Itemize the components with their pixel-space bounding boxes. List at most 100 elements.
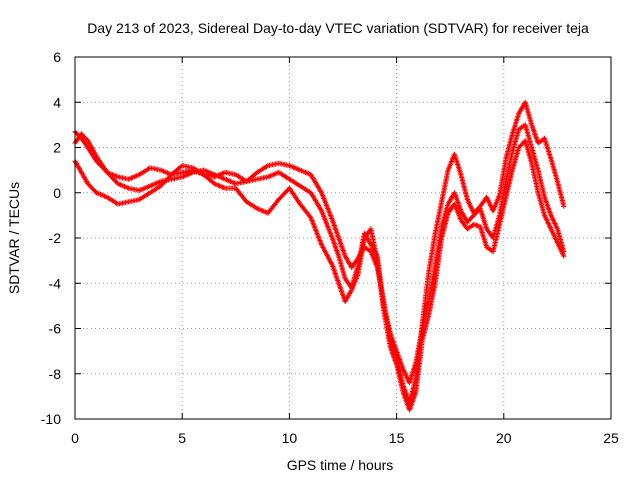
data-point [413,327,425,365]
y-tick-label: -4 [49,275,62,291]
data-point [78,131,90,143]
data-point [548,156,560,183]
data-point [243,176,259,184]
x-tick-label: 20 [496,430,512,446]
data-point [561,253,567,259]
data-point [297,201,313,219]
data-point [439,212,451,241]
data-point [85,181,98,195]
data-point [265,161,280,169]
x-axis-label: GPS time / hours [287,457,394,473]
data-point [548,226,560,244]
data-point [190,165,205,177]
data-point [329,217,341,240]
data-point [233,179,248,187]
y-tick-label: 0 [53,185,61,201]
data-point [490,193,502,214]
data-point [147,179,162,189]
y-axis-label: SDTVAR / TECUs [6,182,22,294]
data-point [413,338,425,395]
data-point [201,172,216,186]
data-point [432,237,444,286]
data-point [535,190,547,217]
data-point [529,144,541,172]
data-point [432,225,444,268]
x-tick-label: 5 [178,430,186,446]
data-point [104,194,120,206]
data-point [349,273,360,293]
data-point [286,185,302,206]
data-point [349,257,360,270]
data-point [104,169,120,186]
data-point [254,174,269,182]
data-series-track-a [72,99,567,406]
data-point [319,190,335,222]
data-point [265,170,280,180]
data-point [529,122,541,145]
data-point [308,190,324,213]
data-point [554,226,566,253]
data-point [509,112,521,137]
data-point [78,135,90,149]
data-point [439,169,451,205]
data-point [126,185,141,193]
data-point [147,184,162,196]
x-tick-label: 25 [603,430,619,446]
data-point [93,190,109,200]
data-point [243,199,259,211]
data-point [387,330,399,353]
grid-layer [75,57,611,419]
data-point [319,208,335,240]
data-point [432,200,444,237]
data-point [419,313,431,343]
data-point [329,262,341,285]
x-tick-label: 15 [389,430,405,446]
data-point [85,138,99,158]
data-point [394,348,406,371]
data-point [276,186,291,203]
data-point [516,123,527,132]
data-point [522,99,534,126]
data-point [387,344,399,366]
data-point [541,212,553,231]
data-point [490,223,502,255]
data-point [158,173,173,189]
data-point [355,237,367,277]
data-point [394,362,406,393]
data-point [168,164,184,178]
data-point [115,174,130,182]
data-point [368,226,380,262]
data-point [308,172,324,195]
data-point [136,166,152,178]
data-point [254,163,270,175]
data-point [554,239,566,258]
data-point [426,264,438,304]
data-point [286,176,302,188]
data-point [496,157,509,198]
data-point [222,176,238,186]
y-tick-label: -10 [41,411,61,427]
data-point [381,307,393,348]
data-point [419,300,431,332]
data-point [276,160,291,168]
data-point [265,198,281,216]
data-point [464,213,476,225]
data-point [85,144,99,163]
data-point [509,146,521,173]
data-point [503,169,515,200]
data-point [179,170,195,180]
data-point [126,172,141,182]
data-point [451,190,463,213]
x-tick-label: 10 [282,430,298,446]
y-tick-label: -6 [49,321,62,337]
data-point [522,122,534,149]
y-tick-label: 2 [53,140,61,156]
data-point [541,135,554,160]
data-point [336,253,348,280]
data-point [406,361,418,386]
data-point [451,151,464,176]
data-point [93,154,109,174]
data-point [496,196,509,227]
